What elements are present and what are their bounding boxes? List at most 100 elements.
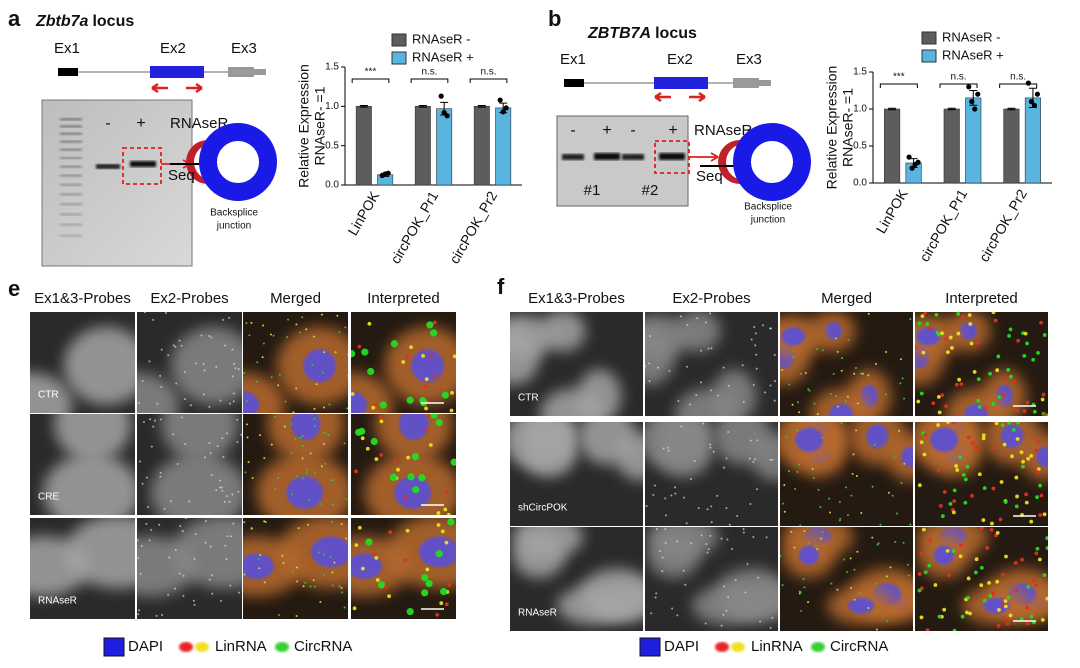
spot xyxy=(1012,379,1017,384)
spot xyxy=(705,543,708,546)
spot xyxy=(204,520,207,523)
spot xyxy=(906,563,909,566)
spot xyxy=(791,403,794,406)
spot xyxy=(899,382,902,385)
spot xyxy=(753,326,756,329)
spot xyxy=(148,360,151,363)
micrograph: CTR xyxy=(510,312,643,416)
row-label: RNAseR xyxy=(38,596,77,607)
spot xyxy=(245,400,248,403)
spot xyxy=(1021,459,1025,464)
spot xyxy=(219,486,222,489)
nucleus xyxy=(795,427,823,452)
spot xyxy=(172,433,175,436)
spot xyxy=(313,407,316,410)
spot xyxy=(228,316,231,319)
spot xyxy=(302,477,305,480)
spot xyxy=(652,493,655,496)
spot xyxy=(680,425,683,428)
spot xyxy=(783,484,786,487)
spot xyxy=(742,528,745,531)
spot xyxy=(1008,613,1013,618)
data-point xyxy=(503,105,509,111)
significance-label: n.s. xyxy=(480,67,496,78)
spot xyxy=(248,334,251,337)
micrograph xyxy=(915,527,1048,631)
spot xyxy=(228,402,231,405)
spot xyxy=(181,530,184,533)
spot xyxy=(405,354,410,359)
spot xyxy=(343,442,346,445)
spot xyxy=(159,418,162,421)
spot xyxy=(748,457,751,460)
micrograph xyxy=(645,312,778,416)
spot xyxy=(302,585,305,588)
spot xyxy=(967,313,972,317)
spot xyxy=(250,321,253,324)
spot xyxy=(194,362,197,365)
nucleus xyxy=(394,476,432,509)
spot xyxy=(409,345,413,350)
spot xyxy=(223,500,226,503)
spot xyxy=(1006,367,1011,372)
spot xyxy=(704,622,707,625)
spot xyxy=(976,377,981,382)
spot xyxy=(771,458,774,461)
spot xyxy=(727,596,730,599)
significance-label: *** xyxy=(365,67,377,78)
locus-title: Zbtb7a locus xyxy=(35,13,134,30)
spot xyxy=(917,588,922,593)
spot xyxy=(236,440,239,443)
spot xyxy=(951,549,956,553)
spot xyxy=(281,554,284,557)
spot xyxy=(923,432,928,437)
spot xyxy=(855,429,858,432)
spot xyxy=(936,394,941,399)
micrograph xyxy=(351,414,456,515)
arrow xyxy=(689,152,719,162)
spot xyxy=(908,574,911,577)
spot xyxy=(893,456,896,459)
spot xyxy=(838,519,841,522)
spot xyxy=(725,457,728,460)
spot xyxy=(390,340,399,348)
spot xyxy=(174,548,177,551)
data-point xyxy=(1025,80,1032,86)
spot xyxy=(140,544,143,547)
spot xyxy=(764,391,767,394)
spot xyxy=(917,483,922,488)
data-point xyxy=(497,97,503,103)
gel-band xyxy=(622,154,644,160)
spot xyxy=(334,351,337,354)
spot xyxy=(702,422,705,425)
ladder-band xyxy=(60,165,82,168)
nucleus xyxy=(286,476,324,509)
spot xyxy=(290,451,293,454)
spot xyxy=(435,418,443,427)
spot xyxy=(1029,614,1034,619)
spot xyxy=(164,312,167,315)
spot xyxy=(661,570,664,573)
circrna-ring xyxy=(733,123,811,201)
spot xyxy=(853,598,856,601)
spot xyxy=(899,358,902,361)
spot xyxy=(301,435,304,438)
spot xyxy=(700,534,703,537)
spot xyxy=(928,326,932,331)
spot xyxy=(367,367,375,376)
spot xyxy=(974,447,979,452)
column-header: Interpreted xyxy=(945,290,1018,307)
spot xyxy=(937,614,942,619)
spot xyxy=(1042,512,1047,517)
micrograph xyxy=(351,312,456,413)
spot xyxy=(343,606,346,609)
spot xyxy=(952,499,957,504)
spot xyxy=(184,443,187,446)
spot xyxy=(666,446,669,449)
gel xyxy=(556,115,689,207)
spot xyxy=(1011,427,1016,432)
spot xyxy=(406,455,410,460)
spot xyxy=(331,520,334,523)
spot xyxy=(1014,504,1019,509)
spot xyxy=(995,579,1000,584)
